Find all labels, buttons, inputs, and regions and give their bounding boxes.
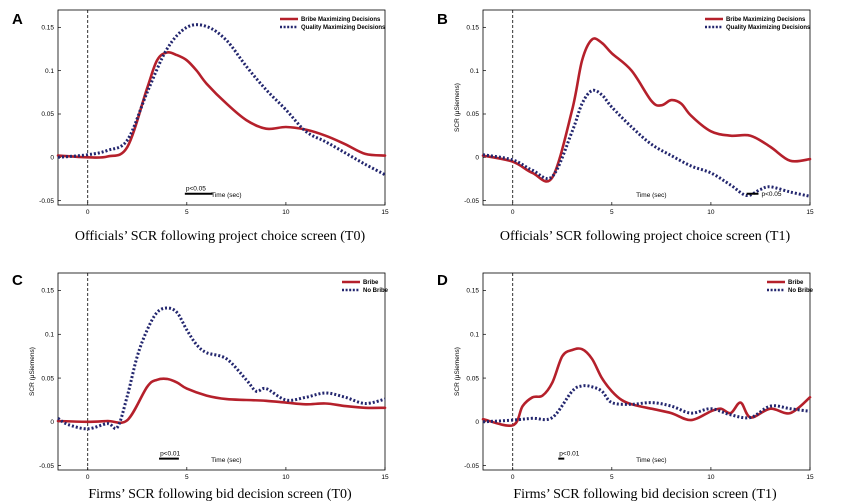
series-line-quality-maximizing-decisions xyxy=(57,23,386,177)
y-tick-label: 0.05 xyxy=(466,111,479,118)
y-tick-label: 0.05 xyxy=(41,111,54,118)
chart-panel-d: D -0.05 0 0.05 0.1 0.15 0 5 10 15 Time (sec) SCR (μ… xyxy=(437,272,814,481)
y-tick-label: 0.15 xyxy=(41,288,54,295)
y-tick-label: 0.05 xyxy=(466,375,479,382)
x-axis-label: Time (sec) xyxy=(211,192,241,199)
y-tick-label: 0 xyxy=(475,419,479,426)
significance-label: p<0.05 xyxy=(761,191,781,198)
x-tick-label: 15 xyxy=(806,209,814,216)
x-tick-label: 15 xyxy=(381,209,389,216)
legend-label: No Bribe xyxy=(363,288,389,294)
y-tick-label: -0.05 xyxy=(39,463,54,470)
x-tick-label: 10 xyxy=(282,209,290,216)
legend-label: No Bribe xyxy=(788,288,814,294)
x-tick-label: 0 xyxy=(511,209,515,216)
series-line-bribe-maximizing-decisions xyxy=(481,37,812,183)
figure-caption: Firms’ SCR following bid decision screen… xyxy=(513,487,777,502)
series-line-bribe-maximizing-decisions xyxy=(56,51,387,159)
y-tick-label: 0.15 xyxy=(466,288,479,295)
chart-panel-c: C -0.05 0 0.05 0.1 0.15 0 5 10 15 Time (sec) SCR (μ… xyxy=(12,272,389,481)
legend-label: Quality Maximizing Decisions xyxy=(726,25,811,31)
legend-label: Bribe Maximizing Decisions xyxy=(301,17,381,23)
x-tick-label: 10 xyxy=(707,474,715,481)
x-axis-label: Time (sec) xyxy=(636,192,666,199)
y-tick-label: -0.05 xyxy=(464,463,479,470)
significance-label: p<0.01 xyxy=(160,451,180,458)
legend-label: Bribe Maximizing Decisions xyxy=(726,17,806,23)
plot-frame xyxy=(57,9,386,206)
x-tick-label: 0 xyxy=(511,474,515,481)
x-tick-label: 5 xyxy=(610,209,614,216)
series-line-no-bribe xyxy=(57,306,386,431)
figure-caption: Officials’ SCR following project choice … xyxy=(500,229,791,244)
y-tick-label: 0.1 xyxy=(45,331,54,338)
y-tick-label: 0.15 xyxy=(466,25,479,32)
x-tick-label: 10 xyxy=(282,474,290,481)
plot-frame xyxy=(482,9,811,206)
y-tick-label: -0.05 xyxy=(39,198,54,205)
legend-label: Bribe xyxy=(363,280,379,286)
y-tick-label: 0 xyxy=(50,419,54,426)
y-tick-label: -0.05 xyxy=(464,198,479,205)
x-tick-label: 10 xyxy=(707,209,715,216)
y-axis-label: SCR (μSiemens) xyxy=(29,347,36,396)
chart-panel-b: B -0.05 0 0.05 0.1 0.15 0 5 10 15 Time (sec) SCR (μ… xyxy=(437,9,814,216)
x-tick-label: 15 xyxy=(381,474,389,481)
x-tick-label: 0 xyxy=(86,209,90,216)
series-line-bribe xyxy=(481,347,812,428)
y-tick-label: 0.05 xyxy=(41,375,54,382)
legend-label: Quality Maximizing Decisions xyxy=(301,25,386,31)
series-line-quality-maximizing-decisions xyxy=(482,88,811,198)
significance-label: p<0.01 xyxy=(559,451,579,458)
x-tick-label: 15 xyxy=(806,474,814,481)
y-axis-label: SCR (μSiemens) xyxy=(454,83,461,132)
figure-caption: Firms’ SCR following bid decision screen… xyxy=(88,487,352,502)
y-tick-label: 0.1 xyxy=(470,68,479,75)
y-tick-label: 0.15 xyxy=(41,25,54,32)
panel-letter: B xyxy=(437,11,448,28)
chart-panel-a: A -0.05 0 0.05 0.1 0.15 0 5 10 15 Time (sec) p<0.05… xyxy=(12,9,389,216)
x-axis-label: Time (sec) xyxy=(211,457,241,464)
plot-frame xyxy=(482,272,811,471)
panel-letter: C xyxy=(12,272,23,289)
significance-label: p<0.05 xyxy=(186,186,206,193)
x-tick-label: 5 xyxy=(185,474,189,481)
x-axis-label: Time (sec) xyxy=(636,457,666,464)
x-tick-label: 5 xyxy=(610,474,614,481)
y-tick-label: 0 xyxy=(475,155,479,162)
panel-letter: D xyxy=(437,272,448,289)
series-line-bribe xyxy=(56,377,387,425)
y-tick-label: 0.1 xyxy=(45,68,54,75)
panel-letter: A xyxy=(12,11,23,28)
y-tick-label: 0 xyxy=(50,155,54,162)
x-tick-label: 5 xyxy=(185,209,189,216)
x-tick-label: 0 xyxy=(86,474,90,481)
plot-frame xyxy=(57,272,386,471)
y-tick-label: 0.1 xyxy=(470,331,479,338)
series-line-no-bribe xyxy=(482,384,811,424)
legend-label: Bribe xyxy=(788,280,804,286)
y-axis-label: SCR (μSiemens) xyxy=(454,347,461,396)
figure-caption: Officials’ SCR following project choice … xyxy=(75,229,366,244)
